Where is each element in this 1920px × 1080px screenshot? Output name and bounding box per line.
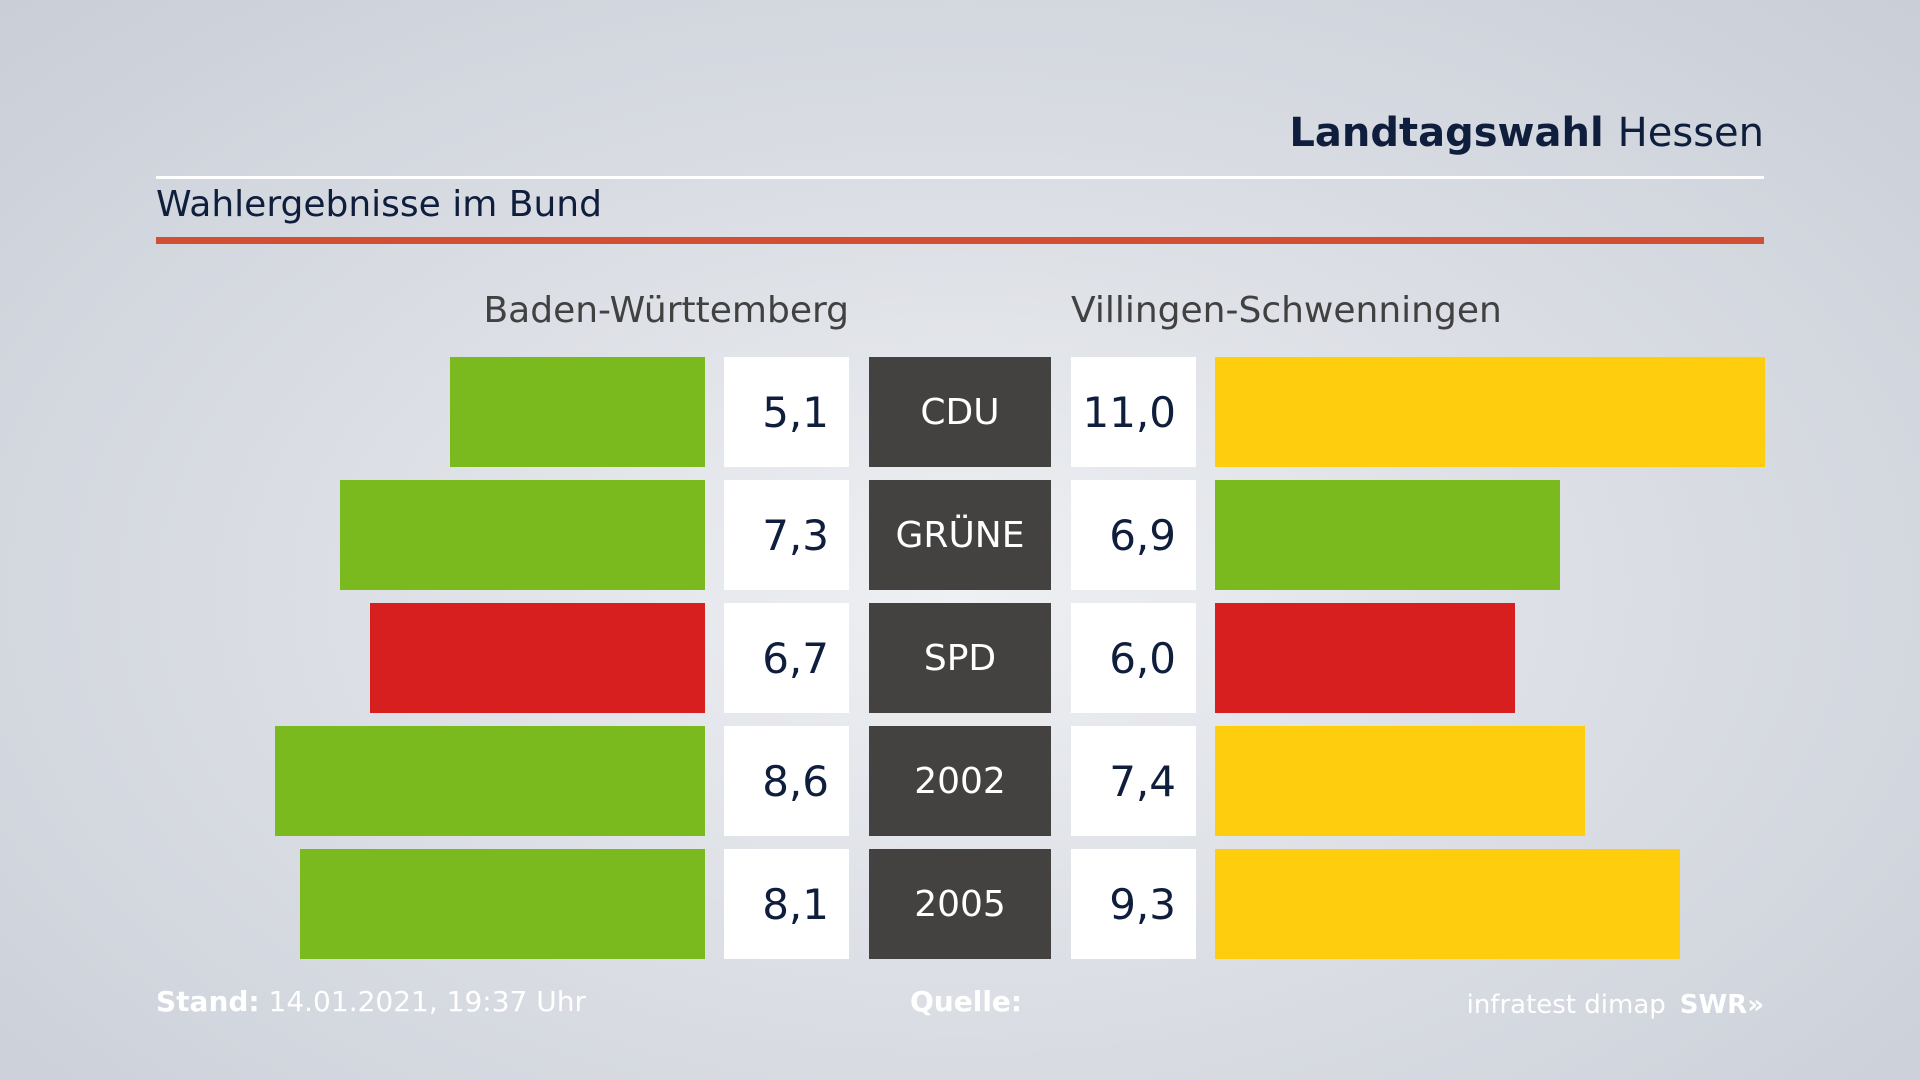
series-label-right: Villingen-Schwenningen <box>1071 290 1502 331</box>
value-label-right-1: 6,9 <box>1071 480 1196 590</box>
bar-left-0 <box>450 357 705 467</box>
value-label-right-3: 7,4 <box>1071 726 1196 836</box>
header-title-region: Hessen <box>1617 110 1764 156</box>
header-title-bold: Landtagswahl <box>1289 110 1604 156</box>
series-label-left: Baden-Württemberg <box>483 290 849 331</box>
category-label-2: SPD <box>869 603 1051 713</box>
value-label-right-4: 9,3 <box>1071 849 1196 959</box>
accent-rule <box>156 237 1764 244</box>
bar-right-0 <box>1215 357 1765 467</box>
value-label-right-0: 11,0 <box>1071 357 1196 467</box>
value-label-left-2: 6,7 <box>724 603 849 713</box>
category-label-1: GRÜNE <box>869 480 1051 590</box>
bar-left-4 <box>300 849 705 959</box>
bar-right-3 <box>1215 726 1585 836</box>
stand-label: Stand: <box>156 985 260 1018</box>
quelle-label: Quelle: <box>910 985 1023 1018</box>
value-label-left-1: 7,3 <box>724 480 849 590</box>
bar-left-2 <box>370 603 705 713</box>
footer-quelle: Quelle: <box>910 985 1022 1018</box>
header-divider <box>156 176 1764 179</box>
stand-value: 14.01.2021, 19:37 Uhr <box>268 985 586 1018</box>
footer-credits: infratest dimap SWR» <box>1467 990 1764 1020</box>
value-label-left-4: 8,1 <box>724 849 849 959</box>
bar-right-4 <box>1215 849 1680 959</box>
header-title: Landtagswahl Hessen <box>1289 110 1764 156</box>
category-label-3: 2002 <box>869 726 1051 836</box>
value-label-right-2: 6,0 <box>1071 603 1196 713</box>
source-name: infratest dimap <box>1466 990 1666 1020</box>
bar-right-1 <box>1215 480 1560 590</box>
swr-logo: SWR» <box>1679 990 1764 1020</box>
bar-right-2 <box>1215 603 1515 713</box>
value-label-left-0: 5,1 <box>724 357 849 467</box>
chart-subtitle: Wahlergebnisse im Bund <box>156 184 602 225</box>
footer-stand: Stand: 14.01.2021, 19:37 Uhr <box>156 985 586 1018</box>
value-label-left-3: 8,6 <box>724 726 849 836</box>
bar-left-1 <box>340 480 705 590</box>
category-label-0: CDU <box>869 357 1051 467</box>
bar-left-3 <box>275 726 705 836</box>
category-label-4: 2005 <box>869 849 1051 959</box>
